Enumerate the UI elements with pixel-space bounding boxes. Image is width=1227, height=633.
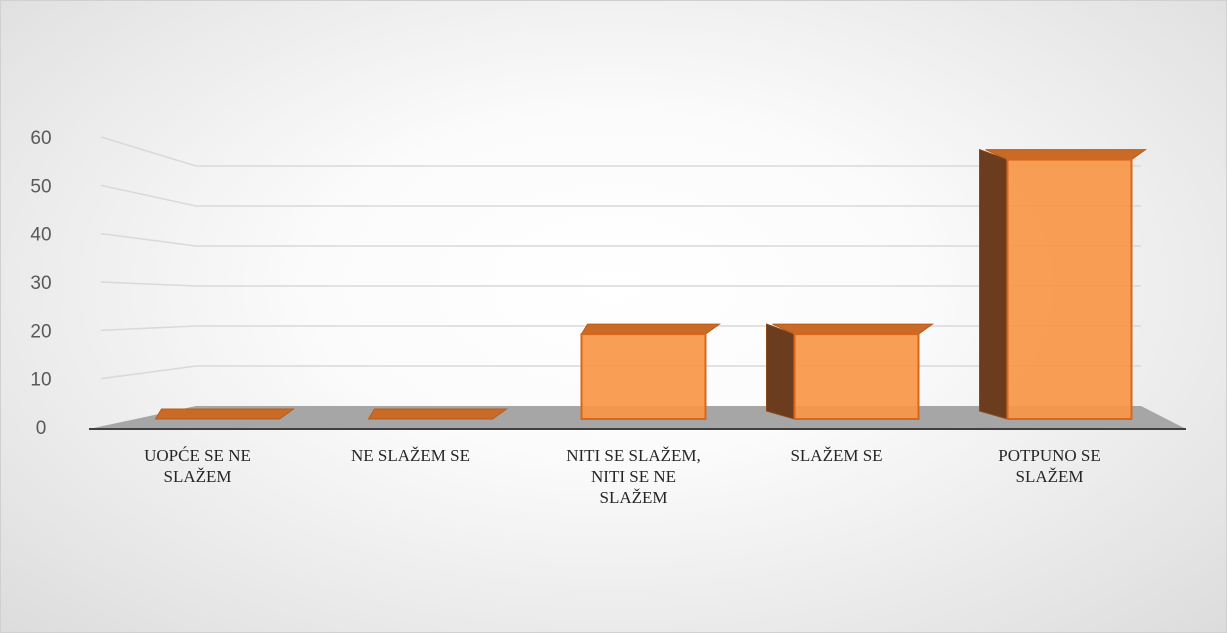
grid-line	[100, 184, 1141, 207]
x-tick-label: NITI SE SLAŽEM, NITI SE NE SLAŽEM	[566, 446, 701, 507]
bar-top	[154, 408, 296, 420]
bar-top	[367, 408, 509, 420]
y-tick-label: 20	[30, 321, 51, 342]
x-tick-label: POTPUNO SE SLAŽEM	[998, 446, 1101, 486]
x-tick-label: UOPĆE SE NE SLAŽEM	[144, 446, 251, 486]
bar	[1006, 158, 1133, 420]
grid-line	[100, 136, 1141, 167]
x-tick-label: SLAŽEM SE	[790, 446, 883, 465]
y-tick-label: 30	[30, 273, 51, 294]
bar-top	[985, 149, 1148, 161]
y-tick-label: 40	[30, 225, 51, 246]
y-tick-label: 0	[36, 418, 47, 439]
y-tick-label: 60	[30, 128, 51, 149]
y-tick-label: 10	[30, 370, 51, 391]
bar	[793, 333, 920, 421]
bar	[580, 333, 707, 421]
bar-side	[979, 148, 1008, 420]
y-tick-label: 50	[30, 176, 51, 197]
x-tick-label: NE SLAŽEM SE	[351, 446, 470, 465]
bar-top	[580, 323, 722, 335]
grid-line	[100, 232, 1141, 247]
bar-side	[766, 323, 795, 420]
grid-line	[100, 281, 1141, 287]
bar-top	[772, 323, 935, 335]
